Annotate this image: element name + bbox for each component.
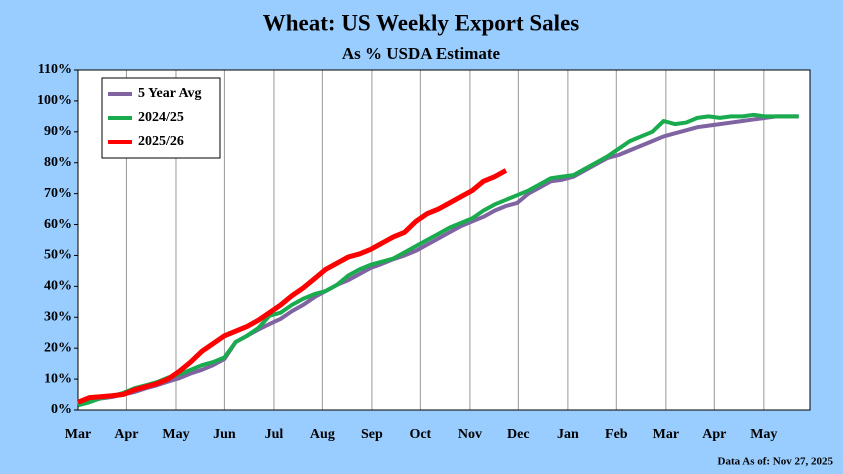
series-line: [77, 114, 799, 406]
y-tick-label: 0%: [51, 402, 72, 417]
x-tick-label: Mar: [65, 427, 91, 442]
x-tick-label: Apr: [702, 427, 726, 442]
y-tick-label: 60%: [44, 217, 72, 232]
x-tick-label: Jun: [213, 427, 236, 442]
legend-label: 2024/25: [138, 110, 184, 125]
x-tick-label: Nov: [458, 427, 482, 442]
x-tick-label: Aug: [310, 427, 335, 442]
x-tick-label: Jul: [265, 427, 284, 442]
x-tick-label: Apr: [114, 427, 138, 442]
y-tick-label: 40%: [44, 279, 72, 294]
y-tick-label: 20%: [44, 340, 72, 355]
x-tick-label: Oct: [409, 427, 431, 442]
y-tick-label: 110%: [38, 62, 72, 77]
chart-title: Wheat: US Weekly Export Sales: [263, 10, 580, 35]
x-tick-label: Dec: [507, 427, 530, 442]
series-line: [77, 168, 508, 405]
x-tick-label: Mar: [653, 427, 679, 442]
chart-subtitle: As % USDA Estimate: [342, 44, 501, 63]
plot-border: [77, 69, 811, 411]
series-line: [77, 112, 799, 408]
y-tick-label: 100%: [37, 93, 72, 108]
x-tick-label: Feb: [605, 427, 628, 442]
y-tick-label: 70%: [44, 186, 72, 201]
footnote: Data As of: Nov 27, 2025: [718, 456, 834, 468]
legend-label: 5 Year Avg: [138, 86, 202, 101]
y-tick-label: 10%: [44, 371, 72, 386]
y-tick-label: 90%: [44, 124, 72, 139]
x-tick-label: May: [750, 427, 777, 442]
y-tick-label: 30%: [44, 309, 72, 324]
y-tick-label: 80%: [44, 155, 72, 170]
x-tick-label: Jan: [557, 427, 579, 442]
x-tick-label: Sep: [361, 427, 383, 442]
y-tick-label: 50%: [44, 248, 72, 263]
legend-label: 2025/26: [138, 134, 184, 149]
x-tick-label: May: [162, 427, 189, 442]
